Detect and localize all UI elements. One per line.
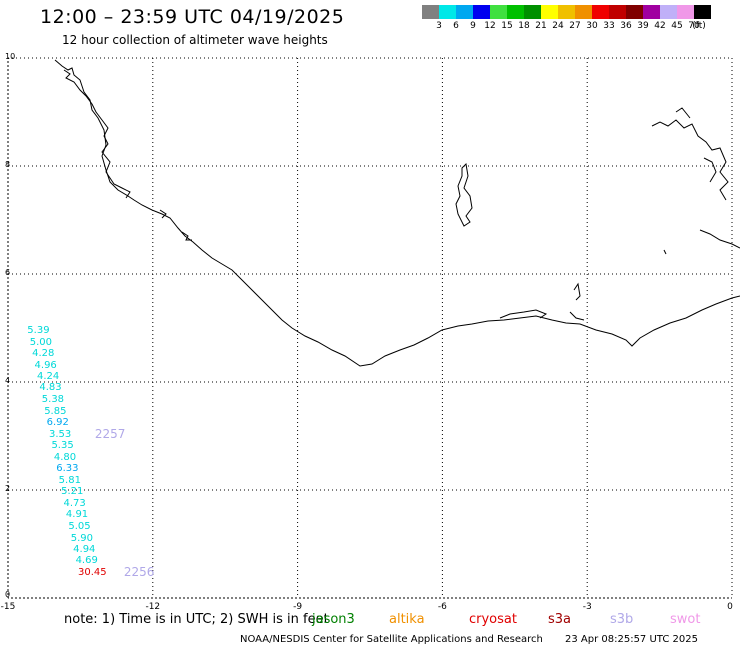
pass-time-label: 2257 [94,426,126,441]
y-tick-label: 4 [5,376,11,385]
note-text: note: 1) Time is in UTC; 2) SWH is in fe… [64,612,329,627]
swh-value: 4.94 [73,543,96,555]
legend-swatch [524,5,541,19]
legend-label: (ft) [692,21,706,31]
legend-label: 70 [688,21,700,31]
legend-label: 36 [620,21,632,31]
legend-swatch [473,5,490,19]
swh-value: 4.91 [65,509,89,521]
legend-swatch [456,5,473,19]
legend-swatch [694,5,711,19]
legend-swatch [609,5,626,19]
x-tick-label: 0 [727,602,733,612]
legend-label: 45 [671,21,683,31]
swh-value: 5.39 [27,325,50,337]
west-africa-coastline [54,59,740,367]
swh-value: 4.80 [53,451,77,463]
x-tick-label: -6 [437,602,447,612]
legend-swatch [439,5,456,19]
legend-swatch [490,5,507,19]
color-legend [422,5,711,19]
map-frame [7,57,733,599]
map-subtitle: 12 hour collection of altimeter wave hei… [62,33,328,47]
footer-credit: NOAA/NESDIS Center for Satellite Applica… [240,634,543,645]
legend-swatch [507,5,524,19]
swh-value: 3.53 [49,428,72,440]
east-coast-detail [651,107,740,255]
swh-value: 4.69 [75,555,98,567]
y-tick-label: 10 [5,52,16,61]
swh-value: 5.38 [41,394,65,406]
swh-value: 6.33 [56,463,79,475]
legend-label: 27 [569,21,581,31]
coast-detail-gulf [499,282,585,321]
swh-value: 5.00 [29,336,52,348]
swh-value: 4.83 [39,382,62,394]
x-tick-label: -9 [293,602,303,612]
legend-label: 39 [637,21,649,31]
y-tick-label: 8 [5,160,11,169]
legend-swatch [422,5,439,19]
swh-value: 4.96 [34,359,57,371]
coast-detail-north [63,69,131,199]
map-grid [7,57,733,599]
legend-swatch [541,5,558,19]
footer-timestamp: 23 Apr 08:25:57 UTC 2025 [565,634,698,645]
coastline [54,59,740,367]
swh-value: 5.90 [70,532,93,544]
swh-value: 5.05 [68,520,91,532]
y-tick-label: 2 [5,484,11,493]
x-tick-label: -3 [582,602,592,612]
satellite-name: s3b [610,612,634,627]
coast-inlet-left [159,209,192,241]
legend-swatch [558,5,575,19]
swh-value: 6.92 [46,417,69,429]
lake-volta [455,162,473,227]
legend-label: 42 [654,21,666,31]
satellite-name: s3a [548,612,572,627]
legend-label: 6 [453,21,459,31]
swh-value: 30.45 [77,567,107,579]
swh-value: 5.81 [58,474,81,486]
satellite-name: swot [670,612,701,627]
legend-label: 30 [586,21,598,31]
satellite-name: altika [389,612,425,627]
y-tick-label: 6 [5,268,11,277]
legend-label: 9 [470,21,476,31]
legend-label: 12 [484,21,496,31]
legend-swatch [677,5,694,19]
map-title: 12:00 – 23:59 UTC 04/19/2025 [40,6,345,28]
swh-value: 5.85 [44,405,67,417]
legend-swatch [592,5,609,19]
swh-value: 4.24 [36,371,60,383]
legend-swatch [575,5,592,19]
legend-label: 3 [436,21,442,31]
satellite-name: jason3 [312,612,355,627]
swh-value: 4.73 [63,498,86,510]
x-tick-label: -15 [0,602,16,612]
x-tick-label: -12 [145,602,161,612]
legend-swatch [660,5,677,19]
legend-label: 18 [518,21,530,31]
legend-label: 15 [501,21,513,31]
swh-value: 5.21 [61,486,84,498]
legend-label: 21 [535,21,547,31]
legend-swatch [643,5,660,19]
legend-label: 24 [552,21,564,31]
pass-time-label: 2256 [123,565,155,580]
legend-swatch [626,5,643,19]
swh-value: 4.28 [32,347,55,359]
swh-value: 5.35 [51,440,74,452]
satellite-name: cryosat [469,612,517,627]
legend-label: 33 [603,21,615,31]
y-tick-label: 0 [5,590,11,599]
